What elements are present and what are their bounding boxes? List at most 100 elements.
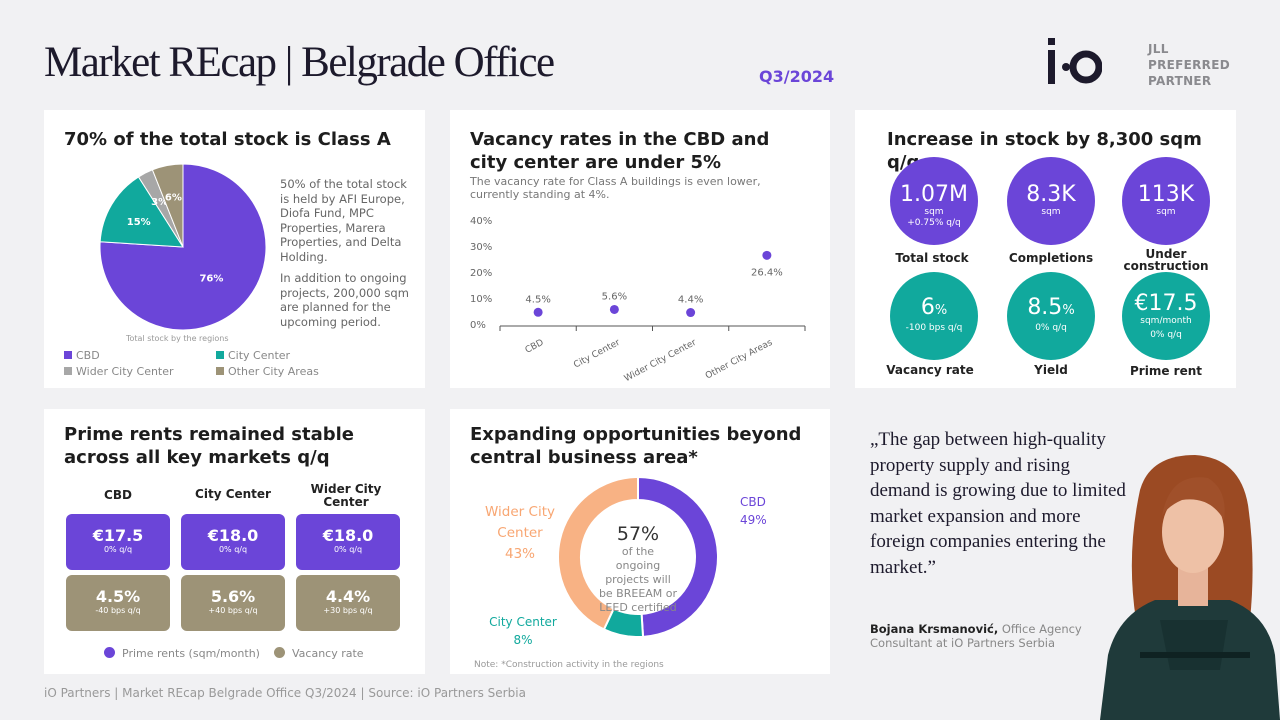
- legend-wider-city-center: Wider City Center: [64, 365, 174, 378]
- legend-prime-rents: Prime rents (sqm/month): [104, 647, 260, 660]
- y-tick-label: 30%: [470, 242, 492, 253]
- vacancy-box-city-center: 5.6% +40 bps q/q: [181, 575, 285, 631]
- pie-label: 3%: [151, 197, 168, 208]
- data-label: 26.4%: [751, 267, 783, 278]
- box-value: 5.6%: [210, 587, 256, 606]
- stat-unit: sqm: [1156, 207, 1176, 217]
- stat-change: 0% q/q: [1035, 323, 1067, 333]
- stat-value: €17.5: [1134, 291, 1198, 316]
- quote-role: Office Agency Consultant at iO Partners …: [870, 622, 1082, 650]
- partner-line: PREFERRED: [1148, 58, 1230, 72]
- box-change: 0% q/q: [333, 545, 363, 554]
- vacancy-card: Vacancy rates in the CBD and city center…: [450, 110, 830, 388]
- column-header: Wider City Center: [310, 482, 382, 509]
- pie-slice: [151, 163, 184, 248]
- stat-unit: sqm/month: [1140, 316, 1192, 326]
- y-tick-label: 0%: [470, 320, 486, 331]
- stat-completions: 8.3K sqm: [1007, 157, 1095, 245]
- quote-author: Bojana Krsmanović,: [870, 622, 999, 636]
- card-subtitle: The vacancy rate for Class A buildings i…: [470, 175, 761, 201]
- stat-change: +0.75% q/q: [907, 218, 961, 228]
- stat-yield: 8.5% 0% q/q: [1007, 272, 1095, 360]
- projects-donut-chart: [557, 475, 719, 638]
- stat-label: Completions: [1008, 251, 1094, 265]
- stat-label: Under construction: [1123, 247, 1209, 273]
- box-change: +40 bps q/q: [208, 606, 258, 615]
- vacancy-scatter-chart: 0% 10% 20% 30% 40% 4.5% CBD 5.6% City Center 4.4%…: [470, 216, 806, 384]
- data-label: 4.5%: [525, 294, 550, 305]
- x-tick-label: Other City Areas: [704, 338, 775, 382]
- column-header: City Center: [195, 487, 271, 501]
- partner-line: JLL: [1148, 42, 1169, 56]
- quote-attribution: Bojana Krsmanović, Office Agency Consult…: [870, 622, 1100, 650]
- card-title: Prime rents remained stable across all k…: [64, 424, 355, 468]
- stock-stats-card: Increase in stock by 8,300 sqm q/q 1.07M…: [855, 110, 1236, 388]
- card-note: Note: *Construction activity in the regi…: [474, 660, 664, 670]
- donut-center: 57% of the ongoing projects will be BREE…: [598, 523, 678, 615]
- x-tick-label: Wider City Center: [623, 338, 698, 384]
- rent-box-cbd: €17.5 0% q/q: [66, 514, 170, 570]
- card-title: 70% of the total stock is Class A: [64, 129, 391, 150]
- stat-value: 1.07M: [900, 182, 968, 207]
- x-tick-label: CBD: [524, 338, 546, 356]
- class-a-card: 70% of the total stock is Class A 76% 15%…: [44, 110, 425, 388]
- pie-label: 76%: [199, 273, 223, 284]
- legend-other-city-areas: Other City Areas: [216, 365, 319, 378]
- donut-segment: [557, 475, 639, 631]
- legend-city-center: City Center: [216, 349, 290, 362]
- stat-prime-rent: €17.5 sqm/month 0% q/q: [1122, 272, 1210, 360]
- data-label: 4.4%: [678, 295, 703, 306]
- stat-value: 6%: [920, 295, 948, 320]
- portrait-photo: [1100, 455, 1280, 720]
- box-value: €18.0: [207, 526, 259, 545]
- box-value: 4.5%: [95, 587, 141, 606]
- scatter-point: [762, 250, 772, 260]
- opportunities-card: Expanding opportunities beyond central b…: [450, 409, 830, 674]
- scatter-point: [686, 308, 696, 318]
- io-logo: [1048, 38, 1102, 84]
- pie-label: 15%: [127, 217, 151, 228]
- pie-slice: [99, 163, 267, 331]
- rent-box-city-center: €18.0 0% q/q: [181, 514, 285, 570]
- quarter-label: Q3/2024: [759, 67, 835, 86]
- donut-label-cbd: CBD 49%: [740, 495, 767, 527]
- y-tick-label: 10%: [470, 294, 492, 305]
- donut-center-text: of the ongoing projects will be BREEAM o…: [598, 545, 678, 614]
- stat-label: Total stock: [895, 251, 969, 265]
- stat-label: Prime rent: [1130, 364, 1202, 378]
- stat-change: 0% q/q: [1150, 330, 1182, 340]
- stat-label: Vacancy rate: [886, 363, 974, 377]
- data-label: 5.6%: [602, 291, 627, 302]
- pie-label: 6%: [165, 192, 182, 203]
- quote-text: „The gap between high-quality property s…: [870, 429, 1126, 578]
- rent-box-wider-city-center: €18.0 0% q/q: [296, 514, 400, 570]
- stat-value: 8.5%: [1027, 295, 1075, 320]
- legend-vacancy-rate: Vacancy rate: [274, 647, 364, 660]
- card-text-1: 50% of the total stock is held by AFI Eu…: [280, 177, 407, 264]
- donut-center-value: 57%: [616, 523, 660, 545]
- box-change: 0% q/q: [218, 545, 248, 554]
- stat-value: 113K: [1137, 182, 1195, 207]
- card-title: Vacancy rates in the CBD and city center…: [470, 129, 770, 173]
- box-value: €17.5: [92, 526, 144, 545]
- stat-unit: sqm: [1041, 207, 1061, 217]
- prime-rents-card: Prime rents remained stable across all k…: [44, 409, 425, 674]
- x-tick-label: City Center: [572, 338, 622, 371]
- vacancy-box-wider-city-center: 4.4% +30 bps q/q: [296, 575, 400, 631]
- chart-caption: Total stock by the regions: [126, 334, 229, 343]
- page-title: Market REcap | Belgrade Office: [44, 39, 555, 86]
- card-text-2: In addition to ongoing projects, 200,000…: [280, 271, 409, 329]
- box-change: -40 bps q/q: [95, 606, 141, 615]
- scatter-point: [609, 304, 619, 314]
- box-change: +30 bps q/q: [323, 606, 373, 615]
- partner-line: PARTNER: [1148, 74, 1212, 88]
- stat-vacancy-rate: 6% -100 bps q/q: [890, 272, 978, 360]
- donut-label-wider-city-center: Wider City Center 43%: [485, 504, 555, 562]
- stat-total-stock: 1.07M sqm +0.75% q/q: [890, 157, 978, 245]
- y-tick-label: 20%: [470, 268, 492, 279]
- stat-unit: sqm: [924, 207, 944, 217]
- stat-change: -100 bps q/q: [905, 323, 963, 333]
- footer-source: iO Partners | Market REcap Belgrade Offi…: [44, 686, 526, 700]
- box-value: €18.0: [322, 526, 374, 545]
- pie-slice: [99, 176, 184, 248]
